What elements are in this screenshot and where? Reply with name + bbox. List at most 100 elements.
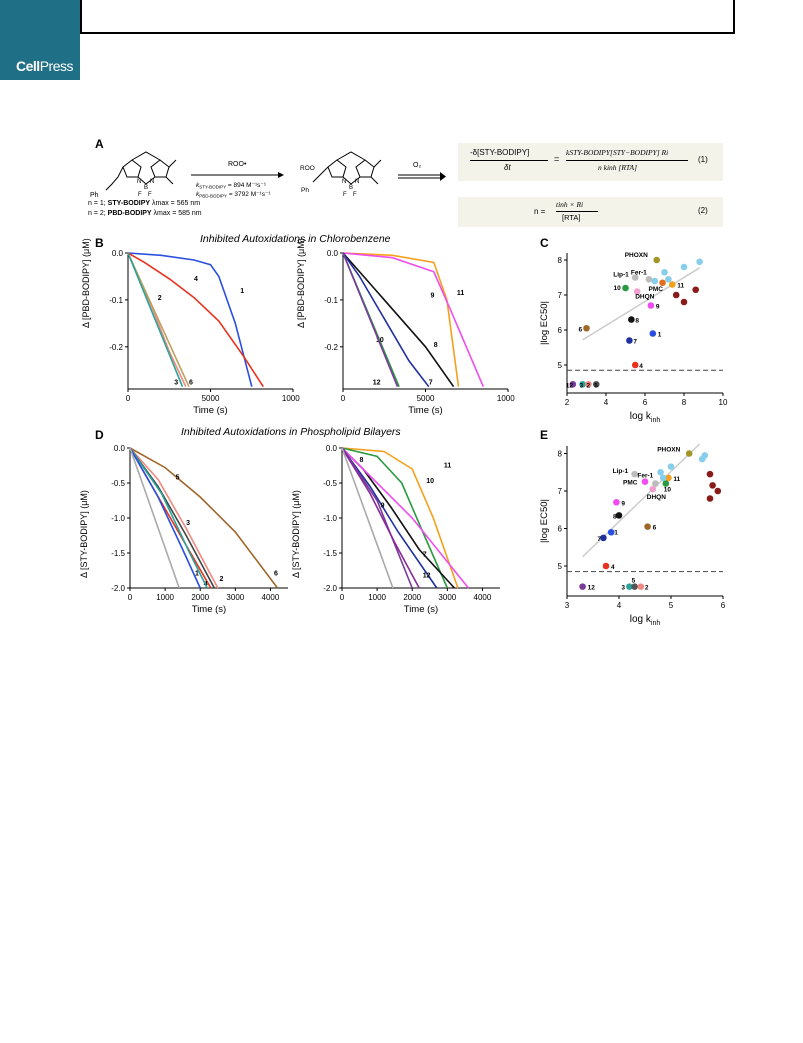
- x-tick-label: 3000: [438, 593, 456, 602]
- x-axis-label: log kinh: [630, 614, 661, 627]
- y-tick-label: -0.2: [324, 343, 338, 352]
- equation-2-box: n = tinh × Ri [RTA] (2): [458, 197, 723, 227]
- publisher-logo: CellPress: [16, 58, 73, 74]
- point-label: 8: [613, 513, 617, 520]
- peroxyl-adduct-structure: [312, 151, 382, 185]
- point-label: Lip-1: [613, 272, 629, 279]
- series-label: 11: [457, 290, 465, 297]
- x-tick-label: 3000: [226, 593, 244, 602]
- series-label: 3: [174, 379, 178, 386]
- eq1-equals: =: [554, 154, 560, 164]
- x-tick-label: 4000: [262, 593, 280, 602]
- series-line-12: [342, 252, 399, 388]
- series-label: 12: [423, 573, 431, 580]
- data-point: [659, 279, 666, 287]
- panel-a-scheme: N N B F F Ph ROO• kSTY-BODIPY = 894 M⁻¹s…: [90, 151, 446, 199]
- y-tick-label: -2.0: [323, 584, 337, 593]
- data-point: [714, 487, 722, 495]
- series-label: 10: [376, 337, 384, 344]
- data-point: [631, 470, 638, 478]
- data-point: [628, 316, 635, 323]
- series-line-8: [342, 252, 455, 388]
- data-point: [641, 478, 649, 485]
- point-label: 2: [586, 382, 590, 389]
- series-line-3: [129, 447, 208, 589]
- roo-group-label: ROO: [300, 165, 315, 172]
- panel-e-letter: E: [540, 428, 549, 442]
- reagent-label: ROO•: [228, 161, 247, 168]
- data-point: [644, 523, 651, 530]
- eq1-lhs-denominator: δt: [504, 163, 511, 172]
- point-label: 12: [566, 382, 574, 389]
- series-line-11: [342, 252, 460, 387]
- series-line-6: [127, 252, 190, 388]
- panel-d-letter: D: [95, 428, 104, 442]
- data-point: [696, 258, 703, 266]
- x-tick-label: 10000: [497, 394, 515, 403]
- data-point: [649, 485, 657, 493]
- x-tick-label: 0: [128, 593, 133, 602]
- data-point: [600, 534, 607, 542]
- y-tick-label: -2.0: [111, 584, 125, 593]
- eq2-label: (2): [698, 206, 708, 215]
- data-point: [661, 268, 668, 276]
- x-tick-label: 2000: [403, 593, 421, 602]
- f-atom-label: F: [353, 192, 357, 198]
- y-tick-label: 0.0: [112, 249, 124, 258]
- data-point: [626, 583, 633, 590]
- point-label: 1: [658, 332, 662, 339]
- y-tick-label: 7: [558, 291, 563, 300]
- data-point: [692, 286, 699, 294]
- panel-b-letter: B: [95, 236, 104, 250]
- equation-1-box: -δ[STY-BODIPY] δt = kSTY-BODIPY[STY−BODI…: [458, 143, 723, 181]
- point-label: 3: [580, 382, 584, 389]
- point-label: Fer-1: [637, 473, 653, 480]
- x-tick-label: 4: [604, 398, 609, 407]
- point-label: DHQN: [647, 494, 666, 501]
- n-atom-label: N: [150, 179, 154, 185]
- data-point: [633, 288, 641, 295]
- point-label: 1: [614, 529, 618, 536]
- running-header-box: [80, 0, 735, 34]
- x-tick-label: 5000: [417, 394, 435, 403]
- b-atom-label: B: [349, 185, 353, 191]
- series-label: 10: [426, 478, 434, 485]
- series-label: 3: [186, 520, 190, 527]
- point-label: PMC: [623, 480, 638, 487]
- panel-d-left-chart: 0.0 -0.5 -1.0 -1.5 -2.00 1000 2000 3000 4000 Time…: [111, 444, 288, 615]
- x-axis-label: log kinh: [630, 411, 661, 424]
- x-tick-label: 6: [721, 601, 726, 610]
- x-tick-label: 4000: [474, 593, 492, 602]
- n-atom-label: N: [342, 179, 346, 185]
- x-tick-label: 3: [565, 601, 570, 610]
- y-tick-label: 6: [558, 525, 563, 534]
- x-tick-label: 0: [341, 394, 346, 403]
- data-point: [659, 474, 667, 482]
- point-label: 9: [656, 304, 660, 311]
- point-label: 4: [639, 363, 643, 370]
- data-point: [647, 302, 655, 309]
- panel-d-left-ylabel: Δ [STY-BODIPY] (μM): [79, 490, 89, 578]
- series-line-9: [341, 447, 438, 589]
- data-point: [651, 277, 659, 285]
- eq2-fraction-bar: [556, 211, 598, 212]
- series-label: 2: [220, 576, 224, 583]
- x-tick-label: 0: [126, 394, 131, 403]
- panel-d-right-chart: 0.0 -0.5 -1.0 -1.5 -2.00 1000 2000 3000 4000 Time…: [323, 444, 500, 615]
- data-point: [669, 281, 676, 288]
- y-tick-label: 0.0: [327, 249, 339, 258]
- data-point: [583, 324, 590, 332]
- point-label: Fer-1: [631, 269, 647, 276]
- data-point: [709, 482, 716, 489]
- data-point: [680, 263, 688, 271]
- data-point: [706, 470, 714, 478]
- point-label: 10: [664, 487, 672, 494]
- point-label: 6: [579, 326, 583, 333]
- panel-b-left-chart: 0.0 -0.1 -0.2 0 5000 10000 Time (s) 1 4 2 6 3: [109, 249, 300, 416]
- eq1-lhs-fraction-bar: [470, 160, 548, 161]
- arrowhead-icon: [278, 172, 284, 178]
- data-point: [631, 361, 639, 369]
- x-tick-label: 6: [643, 398, 648, 407]
- f-atom-label: F: [148, 192, 152, 198]
